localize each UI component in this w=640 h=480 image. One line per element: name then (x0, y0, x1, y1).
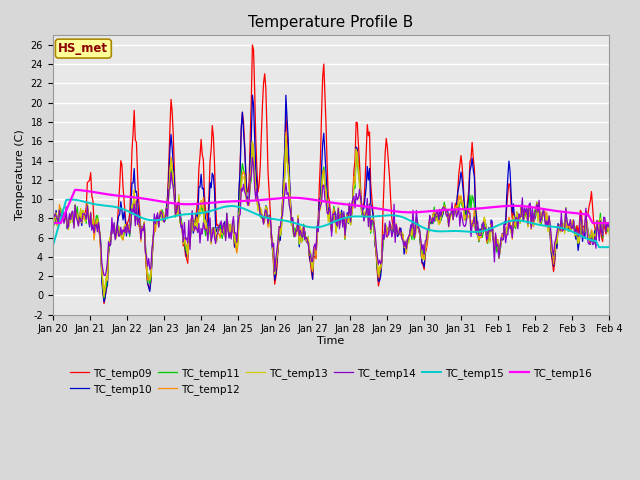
TC_temp11 (595, 222, 602, 228)
TC_temp14 (100, 273, 108, 278)
Line: TC_temp15: TC_temp15 (52, 200, 609, 247)
TC_temp14 (248, 155, 256, 160)
TC_temp12 (352, 146, 360, 152)
TC_temp11 (319, 169, 326, 175)
Line: TC_temp14: TC_temp14 (52, 157, 609, 276)
TC_temp15 (67, 197, 74, 203)
Title: Temperature Profile B: Temperature Profile B (248, 15, 413, 30)
TC_temp13 (352, 146, 360, 152)
TC_temp10 (49, 215, 56, 220)
TC_temp15 (593, 240, 601, 246)
TC_temp11 (100, 295, 108, 301)
TC_temp15 (595, 244, 603, 250)
TC_temp13 (282, 133, 290, 139)
TC_temp12 (319, 170, 326, 176)
TC_temp15 (506, 218, 514, 224)
TC_temp10 (508, 192, 515, 197)
TC_temp14 (605, 220, 613, 226)
TC_temp13 (49, 217, 56, 223)
TC_temp14 (383, 234, 390, 240)
TC_temp15 (314, 224, 322, 230)
TC_temp16 (593, 220, 601, 226)
TC_temp12 (100, 292, 108, 298)
TC_temp09 (316, 183, 323, 189)
TC_temp15 (317, 224, 325, 229)
TC_temp11 (49, 216, 56, 222)
TC_temp12 (282, 129, 290, 135)
TC_temp14 (352, 191, 360, 196)
TC_temp11 (282, 138, 290, 144)
TC_temp16 (381, 207, 389, 213)
TC_temp14 (319, 183, 326, 189)
TC_temp10 (100, 299, 108, 305)
TC_temp10 (352, 144, 360, 150)
TC_temp14 (508, 223, 515, 228)
TC_temp09 (383, 135, 390, 141)
TC_temp16 (351, 203, 359, 208)
Line: TC_temp12: TC_temp12 (52, 132, 609, 295)
TC_temp13 (319, 172, 326, 178)
TC_temp16 (314, 198, 322, 204)
Line: TC_temp11: TC_temp11 (52, 141, 609, 298)
TC_temp11 (383, 223, 390, 229)
TC_temp10 (316, 198, 323, 204)
Legend: TC_temp09, TC_temp10, TC_temp11, TC_temp12, TC_temp13, TC_temp14, TC_temp15, TC_: TC_temp09, TC_temp10, TC_temp11, TC_temp… (67, 364, 595, 398)
TC_temp09 (100, 301, 108, 307)
TC_temp14 (316, 207, 323, 213)
Text: HS_met: HS_met (58, 42, 108, 55)
TC_temp09 (248, 42, 256, 48)
TC_temp11 (605, 227, 613, 232)
TC_temp10 (248, 92, 256, 98)
TC_temp15 (351, 214, 359, 219)
TC_temp16 (605, 220, 613, 226)
Line: TC_temp09: TC_temp09 (52, 45, 609, 304)
Y-axis label: Temperature (C): Temperature (C) (15, 130, 25, 220)
TC_temp13 (595, 220, 602, 226)
TC_temp16 (71, 187, 79, 192)
TC_temp15 (49, 243, 56, 249)
TC_temp09 (595, 225, 602, 231)
TC_temp13 (383, 224, 390, 229)
TC_temp11 (352, 149, 360, 155)
TC_temp09 (319, 74, 326, 80)
TC_temp11 (508, 227, 515, 233)
TC_temp09 (605, 228, 613, 234)
TC_temp13 (100, 294, 108, 300)
TC_temp16 (317, 198, 325, 204)
TC_temp12 (316, 208, 323, 214)
TC_temp16 (506, 203, 514, 209)
Line: TC_temp13: TC_temp13 (52, 136, 609, 297)
Line: TC_temp10: TC_temp10 (52, 95, 609, 302)
TC_temp12 (605, 227, 613, 232)
TC_temp16 (49, 220, 56, 226)
Line: TC_temp16: TC_temp16 (52, 190, 609, 223)
TC_temp15 (381, 213, 389, 218)
TC_temp09 (352, 120, 360, 125)
TC_temp13 (316, 208, 323, 214)
TC_temp12 (383, 223, 390, 228)
TC_temp09 (508, 203, 515, 209)
TC_temp12 (49, 219, 56, 225)
TC_temp10 (605, 227, 613, 232)
TC_temp10 (595, 222, 602, 228)
TC_temp14 (595, 228, 602, 233)
TC_temp10 (319, 141, 326, 146)
X-axis label: Time: Time (317, 336, 345, 346)
TC_temp13 (605, 232, 613, 238)
TC_temp15 (605, 244, 613, 250)
TC_temp09 (49, 217, 56, 223)
TC_temp12 (508, 229, 515, 235)
TC_temp10 (383, 224, 390, 229)
TC_temp13 (508, 229, 515, 235)
TC_temp12 (595, 217, 602, 223)
TC_temp11 (316, 209, 323, 215)
TC_temp14 (49, 215, 56, 220)
